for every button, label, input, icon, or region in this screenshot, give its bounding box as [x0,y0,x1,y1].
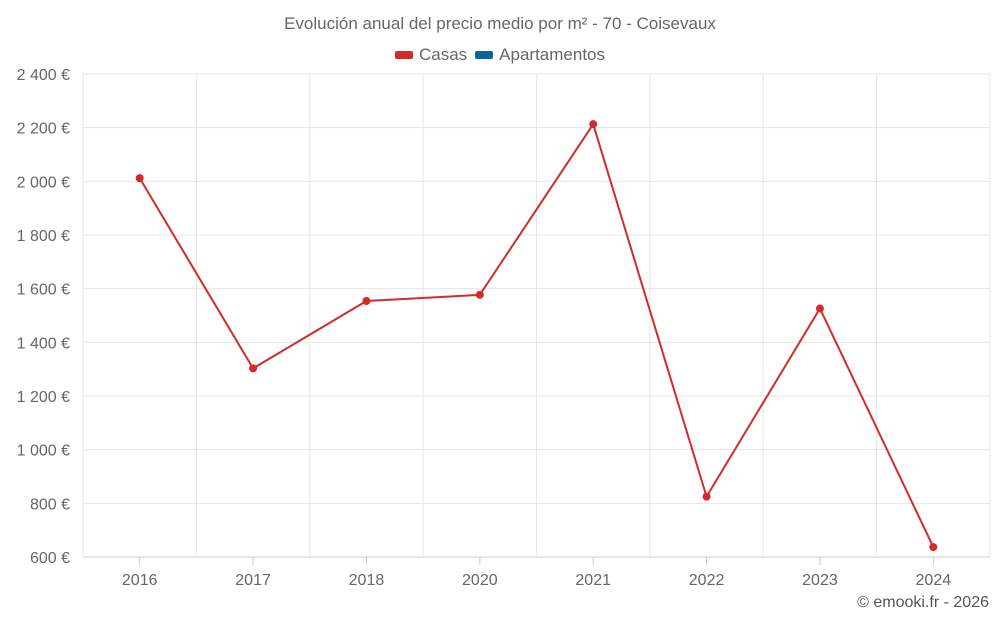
axis-layer: 600 € 800 € 1 000 € 1 200 € 1 400 € 1 600 € 1 … [17,67,952,589]
grid-layer [82,73,991,558]
data-point-casas-2022[interactable] [702,492,711,501]
data-point-casas-2016[interactable] [135,174,144,183]
data-point-casas-2021[interactable] [589,120,598,129]
legend-swatch-apartamentos [475,51,494,59]
y-tick-label: 1 200 € [17,389,70,406]
y-tick-label: 1 400 € [17,335,70,352]
y-tick-label: 600 € [30,550,70,567]
x-tick-label: 2024 [916,572,952,589]
chart-legend: Casas Apartamentos [0,45,1000,65]
y-tick-label: 2 200 € [17,121,70,138]
y-tick-label: 2 000 € [17,174,70,191]
x-tick-label: 2023 [802,572,838,589]
x-tick-label: 2017 [235,572,271,589]
y-tick-label: 1 800 € [17,228,70,245]
legend-swatch-casas [394,51,413,59]
footer-credit: © emooki.fr - 2026 [857,594,989,611]
series-line-casas [138,123,935,548]
data-point-casas-2020[interactable] [475,290,484,299]
x-tick-label: 2018 [349,572,385,589]
legend-label-casas: Casas [418,45,468,64]
series-layer [135,120,938,552]
y-tick-label: 800 € [30,496,70,513]
y-tick-label: 1 000 € [17,443,70,460]
data-point-casas-2017[interactable] [249,364,258,373]
x-tick-label: 2016 [122,572,158,589]
legend-item-casas[interactable]: Casas [394,45,468,65]
y-tick-label: 1 600 € [17,282,70,299]
data-point-casas-2024[interactable] [929,543,938,552]
legend-item-apartamentos[interactable]: Apartamentos [475,45,605,65]
x-tick-label: 2022 [689,572,725,589]
x-tick-label: 2021 [575,572,611,589]
legend-label-apartamentos: Apartamentos [499,45,606,64]
y-tick-label: 2 400 € [17,67,70,84]
x-tick-label: 2020 [462,572,498,589]
data-point-casas-2023[interactable] [815,304,824,313]
data-point-casas-2018[interactable] [362,297,371,306]
chart-title: Evolución anual del precio medio por m² … [284,14,716,33]
